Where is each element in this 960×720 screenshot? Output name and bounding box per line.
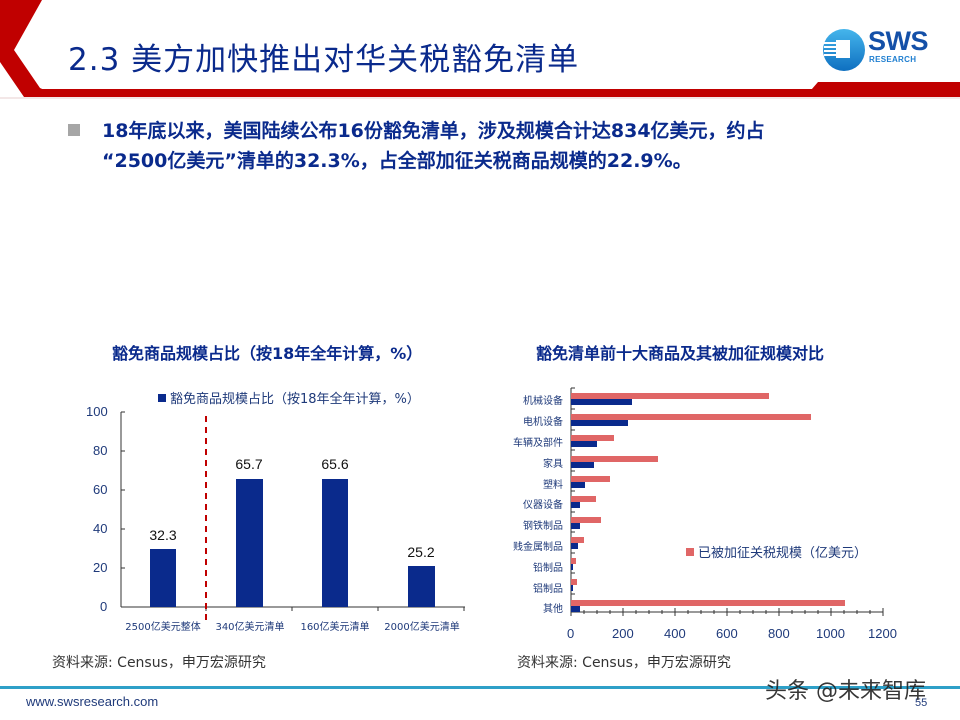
right-chart-title: 豁免清单前十大商品及其被加征规模对比 <box>536 344 825 363</box>
footer-url-link[interactable]: www.swsresearch.com <box>26 694 159 709</box>
summary-text: 18年底以来，美国陆续公布16份豁免清单，涉及规模合计达834亿美元，约占 “2… <box>102 116 922 176</box>
logo-text: SWS <box>868 26 929 56</box>
summary-line-1: 18年底以来，美国陆续公布16份豁免清单，涉及规模合计达834亿美元，约占 <box>102 120 765 142</box>
bar-value-label: 25.2 <box>407 544 435 560</box>
y-category-label: 其他 <box>543 604 563 615</box>
y-tick: 40 <box>93 521 108 536</box>
y-category-label: 电机设备 <box>523 417 563 428</box>
header-decoration <box>0 0 960 99</box>
right-legend-label: 已被加征关税规模（亿美元） <box>698 546 868 561</box>
x-tick: 400 <box>664 626 686 641</box>
summary-line-2: “2500亿美元”清单的32.3%，占全部加征关税商品规模的22.9%。 <box>102 150 692 172</box>
logo-subtext: RESEARCH <box>869 55 917 64</box>
left-chart-title: 豁免商品规模占比（按18年全年计算，%） <box>112 344 423 363</box>
left-chart-legend: 豁免商品规模占比（按18年全年计算，%） <box>158 388 420 407</box>
sws-logo-icon <box>823 29 865 71</box>
y-tick: 60 <box>93 482 108 497</box>
x-tick: 1200 <box>868 626 897 641</box>
y-category-label: 钢铁制品 <box>523 521 563 532</box>
x-tick: 800 <box>768 626 790 641</box>
page-number: 55 <box>915 697 928 709</box>
y-tick: 20 <box>93 560 108 575</box>
y-category-label: 机械设备 <box>523 396 563 407</box>
bar-value-label: 65.6 <box>321 456 349 472</box>
watermark: 头条 @未来智库 <box>765 679 926 704</box>
y-category-label: 仪器设备 <box>523 500 563 511</box>
right-chart-legend: 已被加征关税规模（亿美元） <box>686 542 867 561</box>
sws-logo: SWS RESEARCH <box>822 26 942 74</box>
y-tick: 0 <box>100 599 108 614</box>
y-tick: 100 <box>86 404 108 419</box>
x-tick: 600 <box>716 626 738 641</box>
footer-divider <box>0 686 960 689</box>
legend-swatch-icon <box>158 393 166 402</box>
y-category-label: 家具 <box>543 459 563 470</box>
bar-value-label: 32.3 <box>149 527 177 543</box>
legend-swatch-icon <box>686 547 694 556</box>
right-chart-source: 资料来源: Census，申万宏源研究 <box>517 655 731 671</box>
x-category-label: 340亿美元清单 <box>215 622 285 633</box>
y-tick: 80 <box>93 443 108 458</box>
x-tick: 1000 <box>816 626 845 641</box>
x-tick: 0 <box>567 626 575 641</box>
left-chart-source: 资料来源: Census，申万宏源研究 <box>52 655 266 671</box>
x-category-label: 160亿美元清单 <box>300 622 370 633</box>
y-category-label: 塑料 <box>543 480 563 491</box>
y-category-label: 车辆及部件 <box>513 438 563 449</box>
page-title: 2.3 美方加快推出对华关税豁免清单 <box>68 42 580 78</box>
x-category-label: 2500亿美元整体 <box>125 622 201 633</box>
y-category-label: 铅制品 <box>533 563 563 574</box>
x-category-label: 2000亿美元清单 <box>384 622 460 633</box>
x-tick: 200 <box>612 626 634 641</box>
y-category-label: 铝制品 <box>533 584 563 595</box>
left-legend-label: 豁免商品规模占比（按18年全年计算，%） <box>170 392 420 407</box>
square-bullet-icon <box>68 124 80 136</box>
y-category-label: 贱金属制品 <box>513 542 563 553</box>
bar-value-label: 65.7 <box>235 456 263 472</box>
